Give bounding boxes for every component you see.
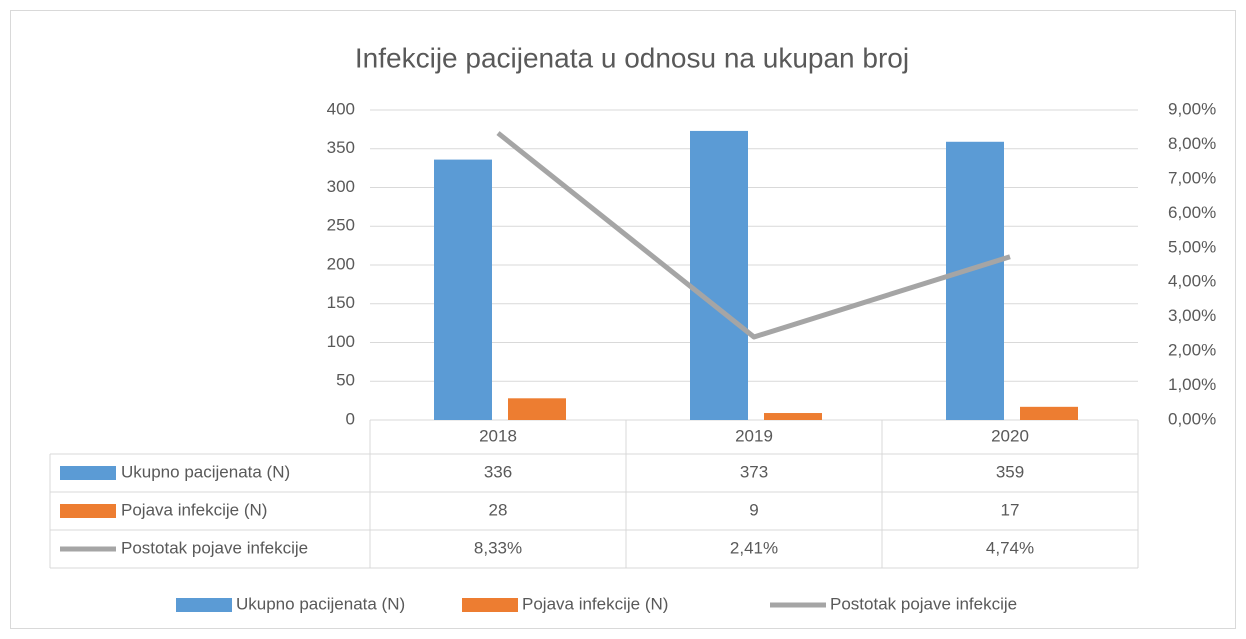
y2-tick-label: 7,00% <box>1168 168 1216 187</box>
table-cell: 28 <box>489 500 508 519</box>
table-row-label: Ukupno pacijenata (N) <box>121 462 290 481</box>
table-cell: 373 <box>740 462 768 481</box>
y-tick-label: 350 <box>327 138 355 157</box>
line <box>496 131 1011 340</box>
y2-tick-label: 1,00% <box>1168 375 1216 394</box>
table-cell: 336 <box>484 462 512 481</box>
table-cell: 17 <box>1001 500 1020 519</box>
table-cell: 4,74% <box>986 538 1034 557</box>
legend-key <box>462 598 518 612</box>
y-tick-label: 0 <box>346 409 355 428</box>
legend-key <box>176 598 232 612</box>
legend-label: Ukupno pacijenata (N) <box>236 594 405 613</box>
legend-label: Postotak pojave infekcije <box>830 594 1017 613</box>
bar <box>764 413 822 420</box>
table-legend-key <box>60 466 116 480</box>
y-tick-label: 300 <box>327 177 355 196</box>
bar <box>946 141 1004 420</box>
table-row-label: Pojava infekcije (N) <box>121 500 267 519</box>
y-tick-label: 400 <box>327 99 355 118</box>
y2-tick-label: 3,00% <box>1168 306 1216 325</box>
bar <box>434 159 492 420</box>
table-cell: 8,33% <box>474 538 522 557</box>
y-tick-label: 200 <box>327 254 355 273</box>
y-tick-label: 150 <box>327 293 355 312</box>
chart-title: Infekcije pacijenata u odnosu na ukupan … <box>355 42 909 73</box>
bar <box>1020 406 1078 420</box>
table-cell: 359 <box>996 462 1024 481</box>
legend-label: Pojava infekcije (N) <box>522 594 668 613</box>
bar <box>508 398 566 420</box>
table-legend-key <box>60 504 116 518</box>
x-tick-label: 2019 <box>735 426 773 445</box>
bar <box>690 130 748 421</box>
y2-tick-label: 2,00% <box>1168 341 1216 360</box>
y2-tick-label: 8,00% <box>1168 134 1216 153</box>
y2-tick-label: 6,00% <box>1168 203 1216 222</box>
x-tick-label: 2020 <box>991 426 1029 445</box>
y2-tick-label: 0,00% <box>1168 409 1216 428</box>
y-tick-label: 50 <box>336 371 355 390</box>
x-tick-label: 2018 <box>479 426 517 445</box>
y-tick-label: 100 <box>327 332 355 351</box>
table-cell: 9 <box>749 500 758 519</box>
data-table-grid <box>49 420 1139 569</box>
y-tick-label: 250 <box>327 216 355 235</box>
table-cell: 2,41% <box>730 538 778 557</box>
y2-tick-label: 9,00% <box>1168 99 1216 118</box>
table-row-label: Postotak pojave infekcije <box>121 538 308 557</box>
chart-border <box>10 10 1236 629</box>
y2-tick-label: 4,00% <box>1168 272 1216 291</box>
y2-tick-label: 5,00% <box>1168 237 1216 256</box>
